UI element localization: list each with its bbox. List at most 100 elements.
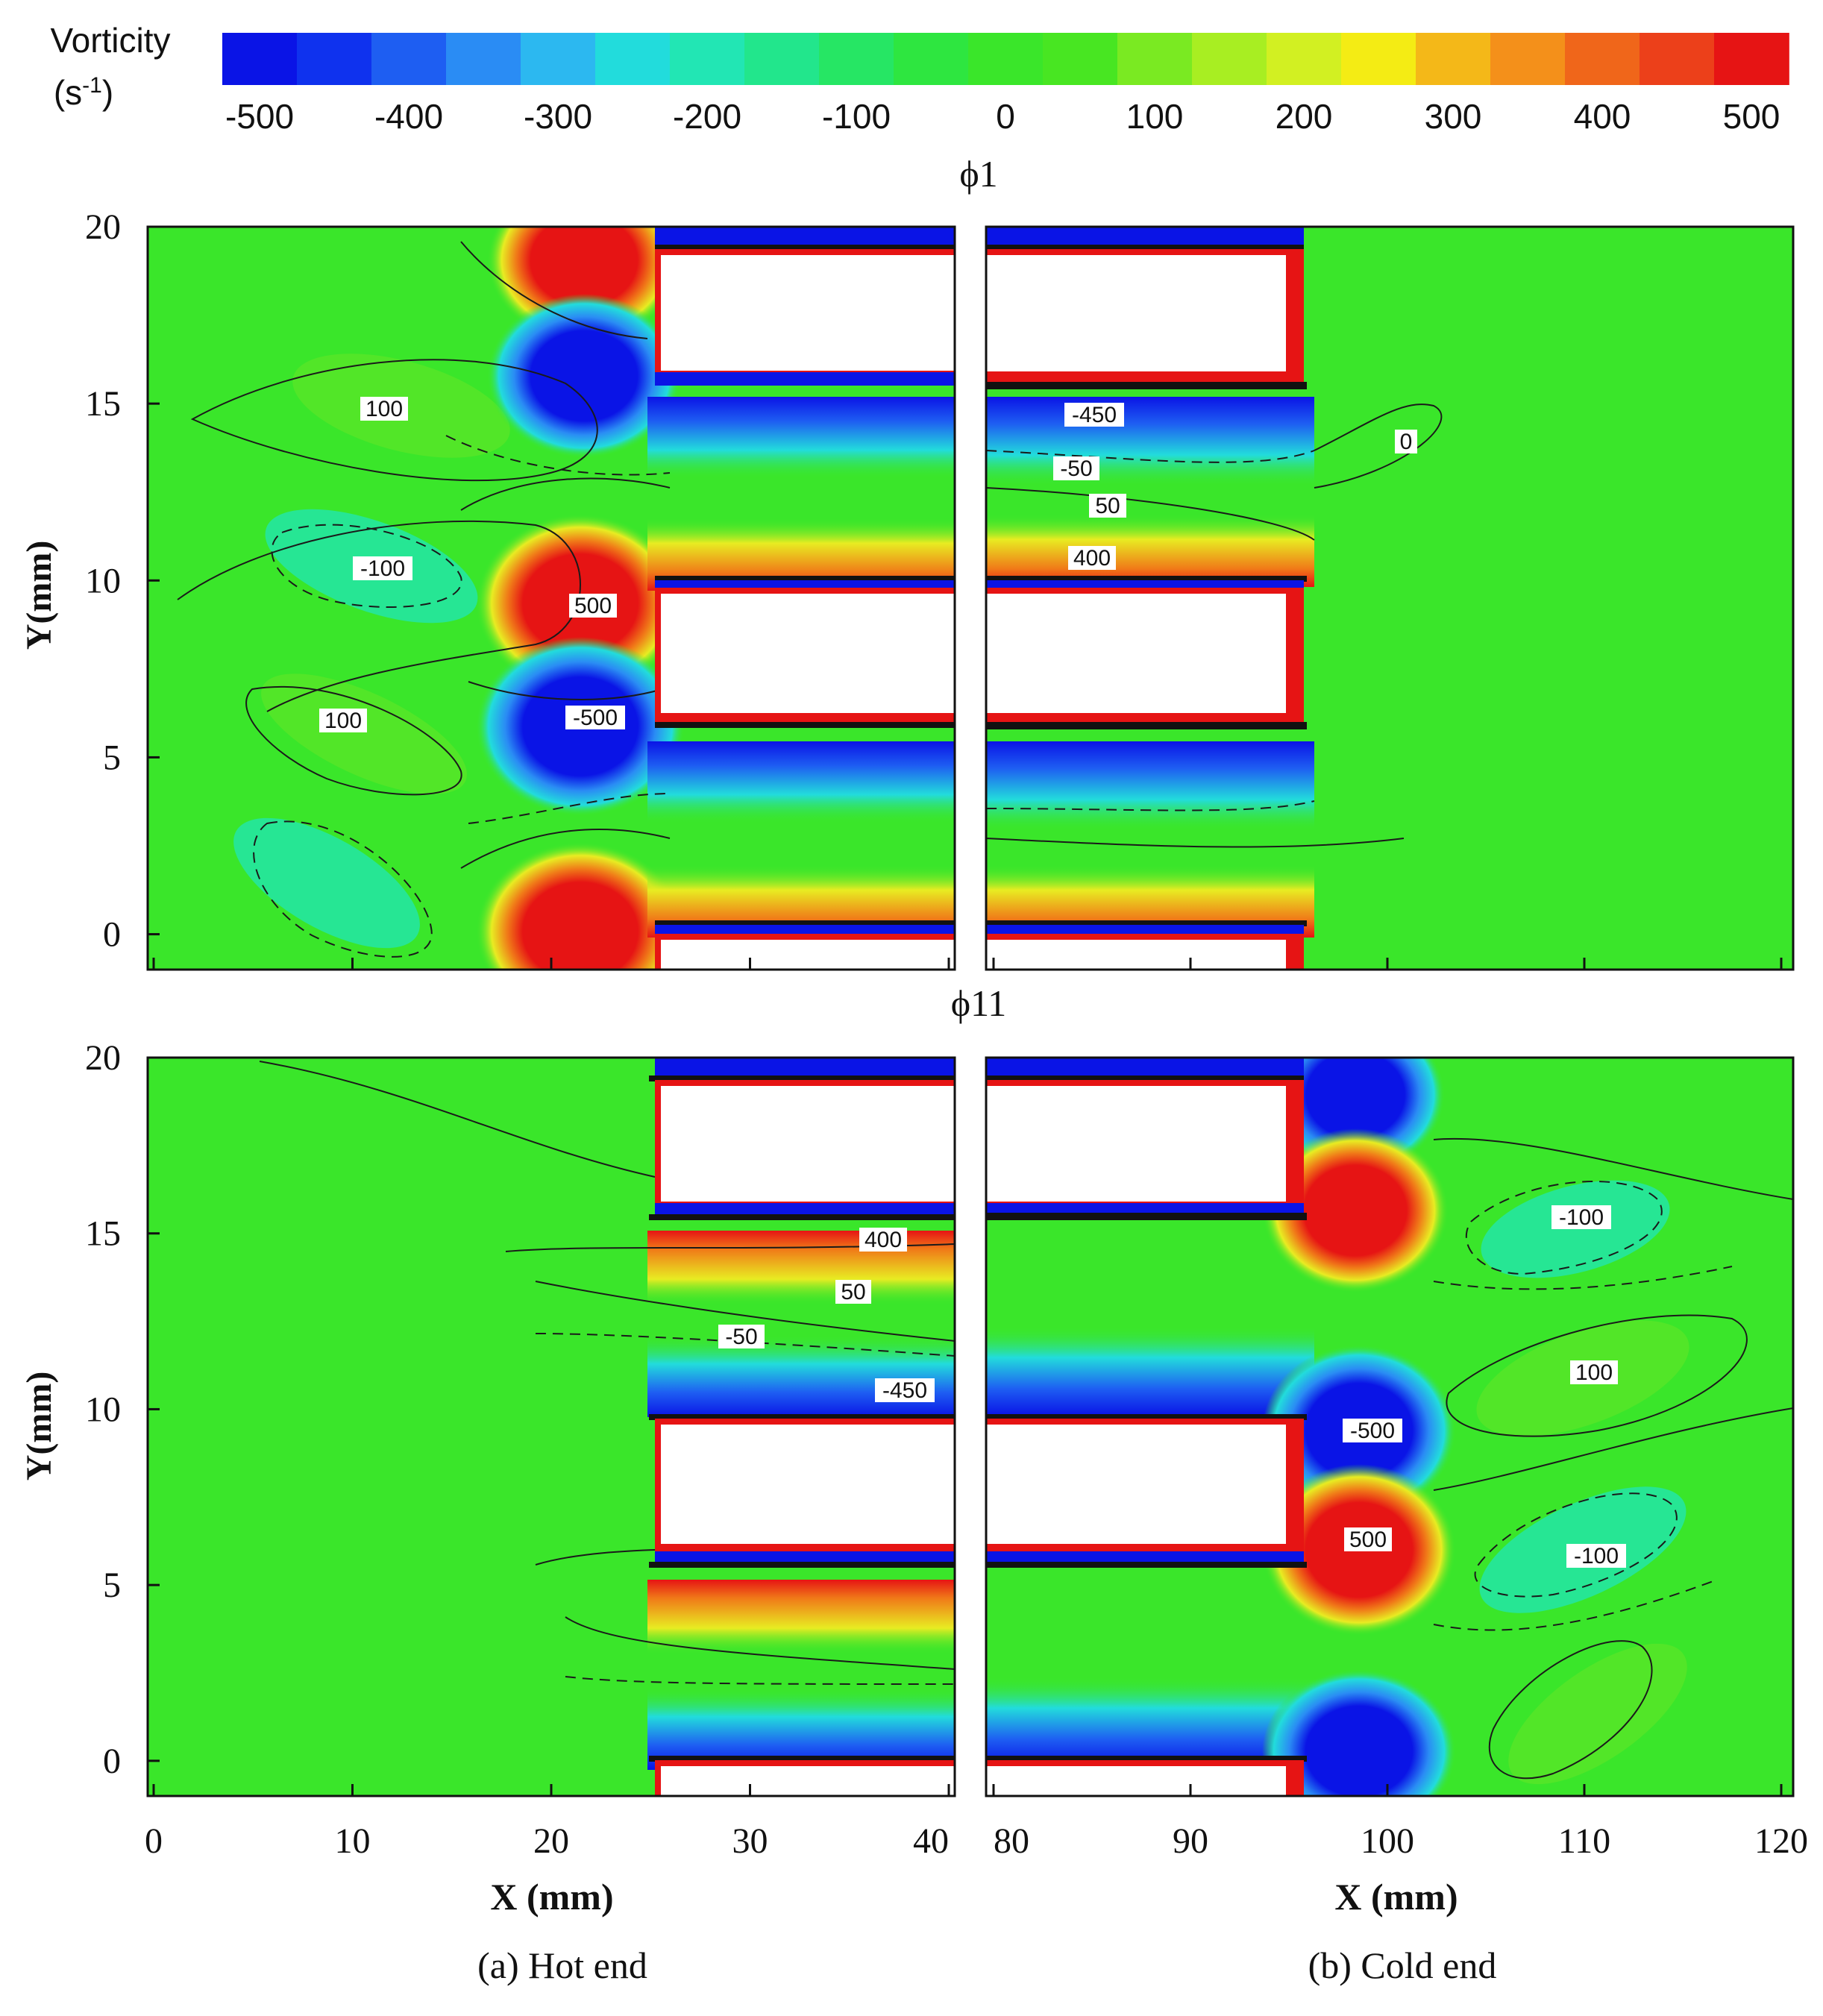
colorbar-cell [1416,33,1491,85]
colorbar-cell [670,33,745,85]
colorbar-cell [371,33,447,85]
caption-hot-end: (a) Hot end [477,1944,647,1986]
x-axis-title-cold-end: X (mm) [1334,1876,1458,1918]
colorbar-cell [1341,33,1416,85]
shear-layer-negative [647,397,955,479]
row1-ylabel: Y(mm) [19,541,59,650]
plate [655,579,955,589]
svg-text:100: 100 [324,709,362,733]
colorbar-cell [1192,33,1267,85]
wake-region--100b [233,817,420,949]
wake-region-100b [1508,1643,1687,1785]
colorbar-tick-label: -500 [225,97,294,136]
svg-text:400: 400 [1073,546,1111,571]
contour-label: -100 [1566,1544,1626,1568]
contour-label: 50 [1089,494,1126,518]
shear-layer-negative [986,741,1314,831]
y-tick-label: 0 [103,915,121,955]
y-tick-label: 20 [85,207,121,247]
plate [655,1203,955,1215]
svg-text:-100: -100 [1559,1205,1604,1230]
contour-label: 500 [569,594,617,618]
plate [655,924,955,935]
plot-frame [985,225,1795,971]
panel-row2-hot-end: 400 50 -50 -450 [146,1056,956,1797]
plate [661,940,955,970]
colorbar-cell [1565,33,1640,85]
shear-layer-positive [647,1231,955,1305]
x-tick-label: 100 [1361,1821,1414,1861]
vortex-positive [476,842,685,970]
colorbar-cell [1117,33,1193,85]
shear-layer-positive [986,514,1314,587]
row2-title: ϕ11 [951,982,1006,1024]
colorbar-cell [894,33,969,85]
svg-text:400: 400 [865,1228,902,1252]
svg-text:50: 50 [1095,494,1120,518]
contour-label: 100 [360,397,408,421]
svg-text:0: 0 [1400,430,1413,454]
svg-text:-100: -100 [360,556,405,581]
panel-row1-cold-end: -450 -50 50 400 0 [985,225,1795,971]
row2-ylabel: Y(mm) [19,1372,59,1481]
plate [661,1086,955,1202]
x-axis-cold-end: 80 90 100 110 120 [992,958,1808,1861]
plate-edge [655,245,955,251]
plate-edge [655,722,955,728]
plate-edge [986,1075,1304,1081]
svg-text:50: 50 [841,1280,865,1304]
y-tick-label: 20 [85,1038,121,1078]
plate [986,1086,1286,1202]
plate-edge [649,1075,955,1081]
plot-frame [985,1056,1795,1797]
colorbar-cell [297,33,372,85]
colorbar-cell [446,33,521,85]
vortex-positive [1262,1128,1449,1293]
plate [661,255,955,371]
plate-edge [649,1414,955,1420]
colorbar-tick-label: 300 [1425,97,1482,136]
colorbar: Vorticity (s-1) -500 -400 -300 -200 -100 0 100… [50,21,1789,136]
plate-edge [655,920,955,925]
plate [655,227,955,248]
plate [986,227,1304,248]
plate [986,925,1304,934]
shear-layer-positive [647,1580,955,1654]
x-tick-label: 110 [1558,1821,1610,1861]
plate-edge [986,1562,1307,1568]
shear-layer-negative [986,1326,1314,1416]
colorbar-tick-label: 200 [1276,97,1333,136]
x-axis-title-hot-end: X (mm) [490,1876,613,1918]
plate [986,940,1286,970]
vortex-negative [1262,1669,1456,1796]
plate [655,1058,955,1078]
colorbar-cell [521,33,596,85]
plate [986,580,1304,588]
plate [986,1551,1304,1563]
plate-edge [649,1756,955,1762]
colorbar-cell [1490,33,1566,85]
svg-text:-50: -50 [1060,456,1092,481]
shear-layer-negative [647,1335,955,1417]
colorbar-tick-label: -200 [673,97,741,136]
colorbar-tick-label: 0 [996,97,1015,136]
plate [661,594,955,713]
x-tick-label: 20 [533,1821,569,1861]
contour-label: -50 [1053,456,1099,481]
plate [655,372,955,386]
vortex-negative [487,294,681,458]
plate-edge [986,245,1304,251]
row1-title: ϕ1 [959,153,997,195]
colorbar-tick-label: -400 [374,97,443,136]
x-tick-label: 80 [994,1821,1029,1861]
colorbar-cell [1714,33,1789,85]
x-tick-label: 120 [1754,1821,1808,1861]
panel-row1-hot-end: 100 -100 500 -500 100 [146,225,956,971]
contour-label: -100 [1551,1205,1611,1230]
y-tick-label: 10 [85,1389,121,1429]
y-tick-label: 5 [103,738,121,777]
y-tick-label: 0 [103,1742,121,1781]
colorbar-cell [595,33,671,85]
y-tick-label: 10 [85,561,121,600]
